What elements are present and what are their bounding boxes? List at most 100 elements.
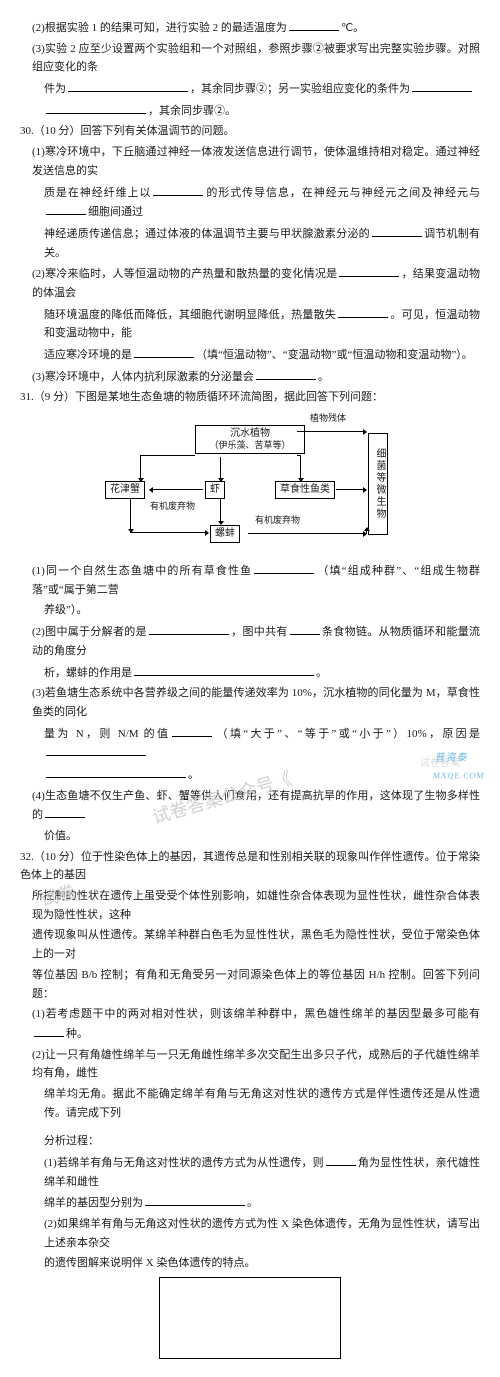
t: 等位基因 B/b 控制；有角和无角受另一对同源染色体上的等位基因 H/h 控制。…: [32, 969, 480, 1000]
t: 适应寒冷环境的是: [44, 349, 132, 361]
t: ，其余同步骤②。: [148, 105, 236, 117]
blank: [134, 345, 194, 358]
t: (3)若鱼塘生态系统中各营养级之间的能量传递效率为 10%，沉水植物的同化量为 …: [32, 687, 480, 718]
blank: [149, 622, 229, 635]
q32-a1b: 绵羊的基因型分别为。: [20, 1193, 480, 1213]
arrow: [336, 489, 366, 490]
q29-sub3c: ，其余同步骤②。: [20, 101, 480, 121]
t: ℃。: [341, 22, 364, 34]
t: 神经递质传递信息；通过体液的体温调节主要与甲状腺激素分泌的: [44, 228, 370, 240]
t: 的形式传导信息，在神经元与神经元之间及神经元与: [205, 187, 480, 199]
box-microbes: 细菌等微生物: [368, 433, 388, 535]
blank: [172, 724, 212, 737]
arrow: [220, 457, 221, 481]
blank: [153, 183, 203, 196]
box-shrimp: 虾: [205, 481, 225, 499]
q32-a2b: 的遗传图解来说明伴 X 染色体遗传的特点。: [20, 1254, 480, 1273]
t: 遗传现象叫从性遗传。某绵羊种群白色毛为显性性状，黑色毛为隐性性状，受位于常染色体…: [32, 929, 480, 960]
t: (2)寒冷来临时，人等恒温动物的产热量和散热量的变化情况是: [32, 268, 337, 280]
arrow: [130, 498, 131, 532]
q31-2a: (2)图中属于分解者的是，图中共有条食物链。从物质循环和能量流动的角度分: [20, 622, 480, 660]
t: (2)如果绵羊有角与无角这对性状的遗传方式为性 X 染色体遗传，无角为显性性状，…: [44, 1218, 480, 1249]
q29-sub3b: 件为，其余同步骤②；另一实验组应变化的条件为: [20, 79, 480, 99]
t: 。: [318, 371, 329, 383]
arrow: [297, 455, 301, 456]
arrow: [300, 455, 301, 481]
blank: [256, 367, 316, 380]
q30-2a: (2)寒冷来临时，人等恒温动物的产热量和散热量的变化情况是，结果变温动物的体温会: [20, 264, 480, 302]
blank: [254, 561, 314, 574]
t: (2)根据实验 1 的结果可知，进行实验 2 的最适温度为: [32, 22, 287, 34]
q32-c: 遗传现象叫从性遗传。某绵羊种群白色毛为显性性状，黑色毛为隐性性状，受位于常染色体…: [20, 926, 480, 963]
ecosystem-diagram: 植物残体 沉水植物 （伊乐藻、苦草等） 花津蟹 虾 草食性鱼类 螺蚌 细菌等微生…: [100, 413, 400, 553]
blank: [289, 18, 339, 31]
watermark-brand: 普资泰 MXQE.COM: [432, 750, 489, 784]
q32-analysis: 分析过程：: [20, 1132, 480, 1151]
t: 质是在神经纤维上以: [44, 187, 151, 199]
t: 绵羊均无角。据此不能确定绵羊有角与无角这对性状的遗传方式是伴性遗传还是从性遗传。…: [44, 1088, 480, 1119]
t: 沉水植物: [200, 428, 300, 440]
q30-3: (3)寒冷环境中，人体内抗利尿激素的分泌量会。: [20, 367, 480, 387]
arrow: [220, 498, 221, 524]
q31-4a: (4)生态鱼塘不仅生产鱼、虾、蟹等供人们食用，还有提高抗旱的作用，这体现了生物多…: [20, 787, 480, 825]
label-plant-residue: 植物残体: [310, 411, 346, 426]
blank: [46, 101, 146, 114]
t: 量为 N，则 N/M 的值: [44, 728, 170, 740]
q30-2b: 随环境温度的降低而降低，其细胞代谢明显降低，热量散失。可见，恒温动物和变温动物中…: [20, 305, 480, 343]
t: (1)寒冷环境中，下丘脑通过神经一体液发送信息进行调节，使体温维持相对稳定。通过…: [32, 146, 480, 177]
blank: [145, 1193, 245, 1206]
t: (3)实验 2 应至少设置两个实验组和一个对照组，参照步骤②被要求写出完整实验步…: [32, 43, 480, 74]
t: 。: [188, 769, 199, 781]
arrow: [130, 532, 208, 533]
t: （填“大于”、“等于”或“小于”）10%，原因是: [214, 728, 480, 740]
q31-3a: (3)若鱼塘生态系统中各营养级之间的能量传递效率为 10%，沉水植物的同化量为 …: [20, 684, 480, 721]
blank: [339, 264, 399, 277]
arrow: [297, 431, 366, 432]
blank: [46, 765, 186, 778]
q30-1b: 质是在神经纤维上以 的形式传导信息，在神经元与神经元之间及神经元与细胞间通过: [20, 183, 480, 222]
blank: [412, 79, 472, 92]
t: (1)若绵羊有角与无角这对性状的遗传方式为从性遗传，则: [44, 1157, 324, 1169]
blank: [372, 224, 422, 237]
blank: [290, 622, 320, 635]
blank: [46, 202, 86, 215]
q32-d: 等位基因 B/b 控制；有角和无角受另一对同源染色体上的等位基因 H/h 控制。…: [20, 966, 480, 1003]
arrow: [140, 455, 141, 481]
q32-a1a: (1)若绵羊有角与无角这对性状的遗传方式为从性遗传，则角为显性性状，亲代雄性绵羊…: [20, 1153, 480, 1191]
box-snail: 螺蚌: [210, 525, 240, 543]
t: 所控制的性状在遗传上虽受受个体性别影响，如雄性杂合体表现为显性性状，雌性杂合体表…: [32, 890, 480, 921]
t: 细胞间通过: [88, 206, 143, 218]
t: ，图中共有: [231, 626, 288, 638]
arrow: [248, 533, 366, 534]
q29-sub3a: (3)实验 2 应至少设置两个实验组和一个对照组，参照步骤②被要求写出完整实验步…: [20, 40, 480, 77]
t: 随环境温度的降低而降低，其细胞代谢明显降低，热量散失: [44, 309, 336, 321]
q31-2b: 析，螺蚌的作用是。: [20, 663, 480, 683]
t: （伊乐藻、苦草等）: [200, 440, 300, 451]
t: (4)生态鱼塘不仅生产鱼、虾、蟹等供人们食用，还有提高抗旱的作用，这体现了生物多…: [32, 790, 480, 822]
q32-2a: (2)让一只有角雄性绵羊与一只无角雌性绵羊多次交配生出多只子代，成熟后的子代雄性…: [20, 1046, 480, 1083]
t: 养级”）。: [44, 604, 87, 616]
t: MXQE.COM: [432, 771, 485, 780]
t: (1)若考虑题干中的两对相对性状，则该绵羊种群中，黑色雄性绵羊的基因型最多可能有: [32, 1008, 480, 1020]
blank: [68, 79, 188, 92]
box-herbivorous-fish: 草食性鱼类: [275, 481, 335, 499]
t: (1)同一个自然生态鱼塘中的所有草食性鱼: [32, 565, 252, 577]
q30-1c: 神经递质传递信息；通过体液的体温调节主要与甲状腺激素分泌的调节机制有关。: [20, 224, 480, 262]
answer-box: [159, 1277, 341, 1359]
blank: [34, 1024, 64, 1037]
t: 分析过程：: [44, 1135, 99, 1147]
t: 价值。: [44, 830, 77, 842]
t: 普资泰: [435, 753, 470, 764]
q31-4b: 价值。: [20, 827, 480, 846]
box-plants: 沉水植物 （伊乐藻、苦草等）: [195, 425, 305, 454]
q31-3b: 量为 N，则 N/M 的值 （填“大于”、“等于”或“小于”）10%，原因是: [20, 724, 480, 763]
q30-2c: 适应寒冷环境的是（填“恒温动物”、“变温动物”或“恒温动物和变温动物”）。: [20, 345, 480, 365]
t: 的遗传图解来说明伴 X 染色体遗传的特点。: [44, 1257, 255, 1269]
t: 32.（10 分）位于性染色体上的基因，其遗传总是和性别相关联的现象叫作伴性遗传…: [20, 851, 480, 882]
arrow: [140, 455, 195, 456]
blank: [45, 805, 85, 818]
q32-b: 所控制的性状在遗传上虽受受个体性别影响，如雄性杂合体表现为显性性状，雌性杂合体表…: [20, 887, 480, 924]
t: 件为: [44, 83, 66, 95]
t: (2)让一只有角雄性绵羊与一只无角雌性绵羊多次交配生出多只子代，成熟后的子代雄性…: [32, 1049, 480, 1080]
box-crab: 花津蟹: [105, 481, 145, 499]
